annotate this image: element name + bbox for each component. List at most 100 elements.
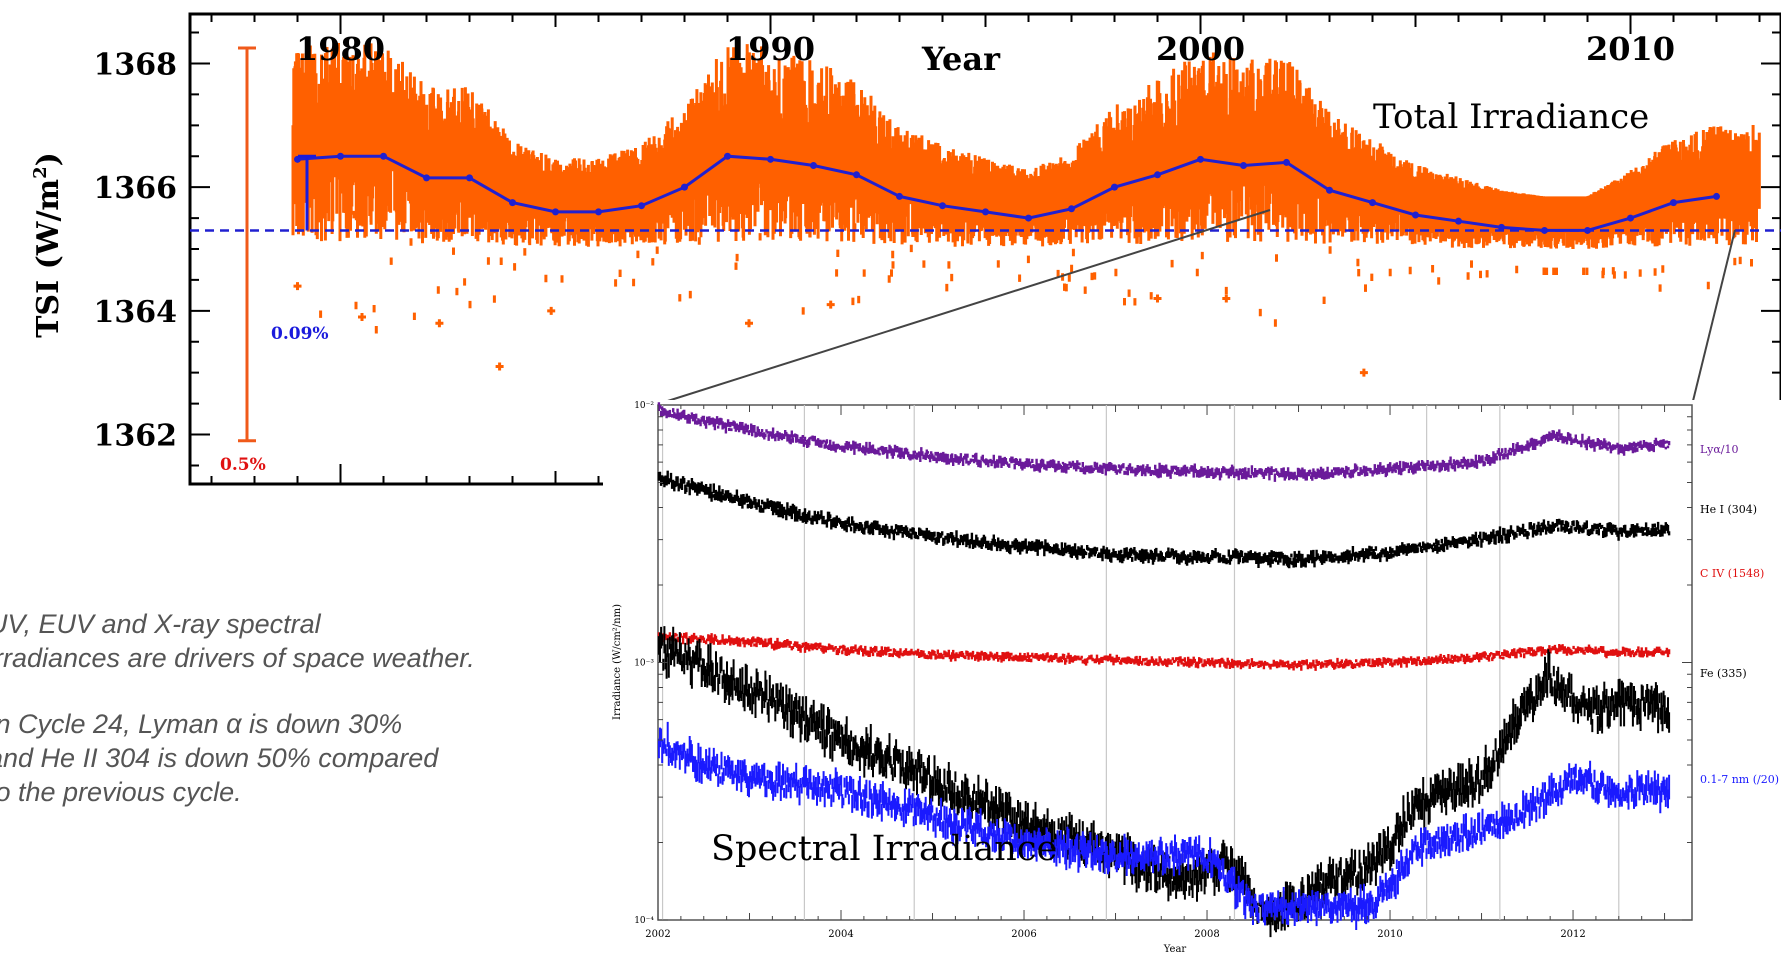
ssi-x-tick-2006: 2006 [1011, 929, 1036, 940]
tsi-mean-point-1980 [337, 152, 344, 160]
tsi-annual-mean-line [297, 154, 1717, 232]
ssi-x-tick-labels: 2002 2004 2006 2008 2010 2012 [645, 929, 1585, 940]
note-line-2: irradiances are drivers of space weather… [0, 643, 475, 673]
tsi-dip-point-6 [826, 300, 835, 309]
ssi-chart-title: Spectral Irradiance [711, 829, 1057, 869]
tsi-mean-point-2009 [1584, 226, 1591, 234]
tsi-annual-mean-points [294, 152, 1720, 234]
ssi-series-label-4: 0.1-7 nm (/20) [1700, 773, 1779, 786]
note-line-3: In Cycle 24, Lyman α is down 30% [0, 709, 403, 739]
tsi-dip-point-3 [495, 362, 504, 371]
tsi-x-tick-1980: 1980 [296, 30, 385, 68]
ssi-series-labels: Lyα/10 He I (304) C IV (1548) Fe (335) 0.1-7… [1700, 443, 1779, 786]
tsi-mean-point-1996 [1025, 214, 1032, 222]
ssi-tick-marks [657, 405, 1692, 921]
tsi-mean-point-2007 [1498, 223, 1505, 231]
tsi-x-tick-1990: 1990 [726, 30, 815, 68]
tsi-mean-point-2010 [1627, 214, 1634, 222]
tsi-mean-point-1983 [466, 174, 473, 182]
ssi-series-4 [657, 721, 1671, 930]
tsi-mean-point-2003 [1326, 186, 1333, 194]
ssi-x-tick-2010: 2010 [1377, 929, 1402, 940]
tsi-range-full-label: 0.5% [220, 455, 266, 475]
tsi-y-tick-1366: 1366 [94, 171, 178, 206]
ssi-series-label-2: C IV (1548) [1700, 567, 1764, 580]
tsi-mean-point-2001 [1240, 162, 1247, 170]
ssi-x-tick-2012: 2012 [1560, 929, 1585, 940]
tsi-range-cycle-label: 0.09% [271, 324, 329, 344]
tsi-mean-point-1999 [1154, 171, 1161, 179]
tsi-mean-point-2011 [1670, 199, 1677, 207]
ssi-y-tick--4: 10⁻⁴ [634, 916, 654, 926]
tsi-range-bar-cycle [298, 154, 316, 231]
tsi-dip-point-4 [547, 306, 556, 315]
tsi-mean-point-1988 [681, 183, 688, 191]
tsi-daily-values [291, 43, 1761, 334]
tsi-dip-point-0 [293, 282, 302, 291]
tsi-y-tick-1368: 1368 [94, 47, 178, 82]
tsi-mean-point-1991 [810, 162, 817, 170]
ssi-series-label-3: Fe (335) [1700, 667, 1747, 680]
ssi-series-2 [657, 632, 1671, 671]
ssi-x-axis-label: Year [1163, 944, 1187, 953]
tsi-mean-point-1998 [1111, 183, 1118, 191]
tsi-mean-point-2005 [1412, 211, 1419, 219]
tsi-y-tick-1364: 1364 [94, 295, 178, 330]
tsi-dip-point-7 [1153, 294, 1162, 303]
ssi-y-tick--2: 10⁻² [634, 401, 654, 411]
zoom-connector-left [654, 209, 1271, 406]
ssi-x-tick-2002: 2002 [645, 929, 670, 940]
tsi-mean-point-2000 [1197, 155, 1204, 163]
tsi-mean-point-1984 [509, 199, 516, 207]
note-line-5: to the previous cycle. [0, 777, 242, 807]
tsi-mean-point-2004 [1369, 199, 1376, 207]
tsi-mean-point-1986 [595, 208, 602, 216]
ssi-y-tick-labels: 10⁻² 10⁻³ 10⁻⁴ [634, 401, 654, 926]
ssi-chart: 2002 2004 2006 2008 2010 2012 10⁻² 10⁻³ 10⁻⁴ Ly… [603, 400, 1781, 953]
tsi-mean-point-1994 [939, 202, 946, 210]
tsi-mean-point-1995 [982, 208, 989, 216]
tsi-chart-title: Total Irradiance [1373, 97, 1649, 137]
tsi-mean-point-2012 [1713, 192, 1720, 200]
tsi-y-axis-label: TSI (W/m2) [30, 152, 66, 338]
ssi-series-label-1: He I (304) [1700, 503, 1757, 516]
tsi-mean-point-2002 [1283, 158, 1290, 166]
tsi-mean-point-1987 [638, 202, 645, 210]
tsi-x-tick-2010: 2010 [1586, 30, 1675, 68]
tsi-x-axis-label: Year [921, 40, 1001, 78]
note-line-1: UV, EUV and X-ray spectral [0, 609, 321, 639]
tsi-mean-point-1993 [896, 192, 903, 200]
ssi-series-label-0: Lyα/10 [1700, 443, 1738, 456]
tsi-mean-point-1989 [724, 152, 731, 160]
tsi-y-tick-labels: 1362 1364 1366 1368 [94, 47, 178, 453]
tsi-x-tick-2000: 2000 [1156, 30, 1245, 68]
ssi-x-tick-2004: 2004 [828, 929, 853, 940]
ssi-axis-ticks [657, 405, 1692, 921]
tsi-dip-point-2 [435, 319, 444, 328]
ssi-series-0 [657, 402, 1671, 482]
tsi-dip-point-1 [358, 313, 366, 322]
tsi-dip-point-9 [1359, 368, 1368, 377]
ssi-series-layer [657, 402, 1671, 938]
tsi-mean-point-1982 [423, 174, 430, 182]
tsi-x-tick-labels: 1980 1990 2000 2010 [296, 30, 1675, 68]
tsi-mean-point-2006 [1455, 217, 1462, 225]
tsi-mean-point-1997 [1068, 205, 1075, 213]
tsi-mean-point-1981 [380, 152, 387, 160]
tsi-daily-scatter [291, 43, 1761, 334]
tsi-mean-point-1985 [552, 208, 559, 216]
ssi-series-1 [657, 470, 1671, 569]
zoom-connector-right [1691, 229, 1736, 406]
tsi-dip-point-8 [1222, 294, 1231, 303]
tsi-dip-point-5 [745, 319, 753, 328]
note-line-4: and He II 304 is down 50% compared [0, 743, 439, 773]
tsi-y-tick-1362: 1362 [94, 419, 178, 454]
tsi-mean-point-1992 [853, 171, 860, 179]
tsi-mean-point-2008 [1541, 226, 1548, 234]
tsi-mean-point-1990 [767, 155, 774, 163]
ssi-y-axis-label: Irradiance (W/cm²/nm) [612, 604, 623, 720]
ssi-y-tick--3: 10⁻³ [634, 659, 654, 669]
tsi-range-bar-full [238, 46, 256, 443]
ssi-x-tick-2008: 2008 [1194, 929, 1219, 940]
